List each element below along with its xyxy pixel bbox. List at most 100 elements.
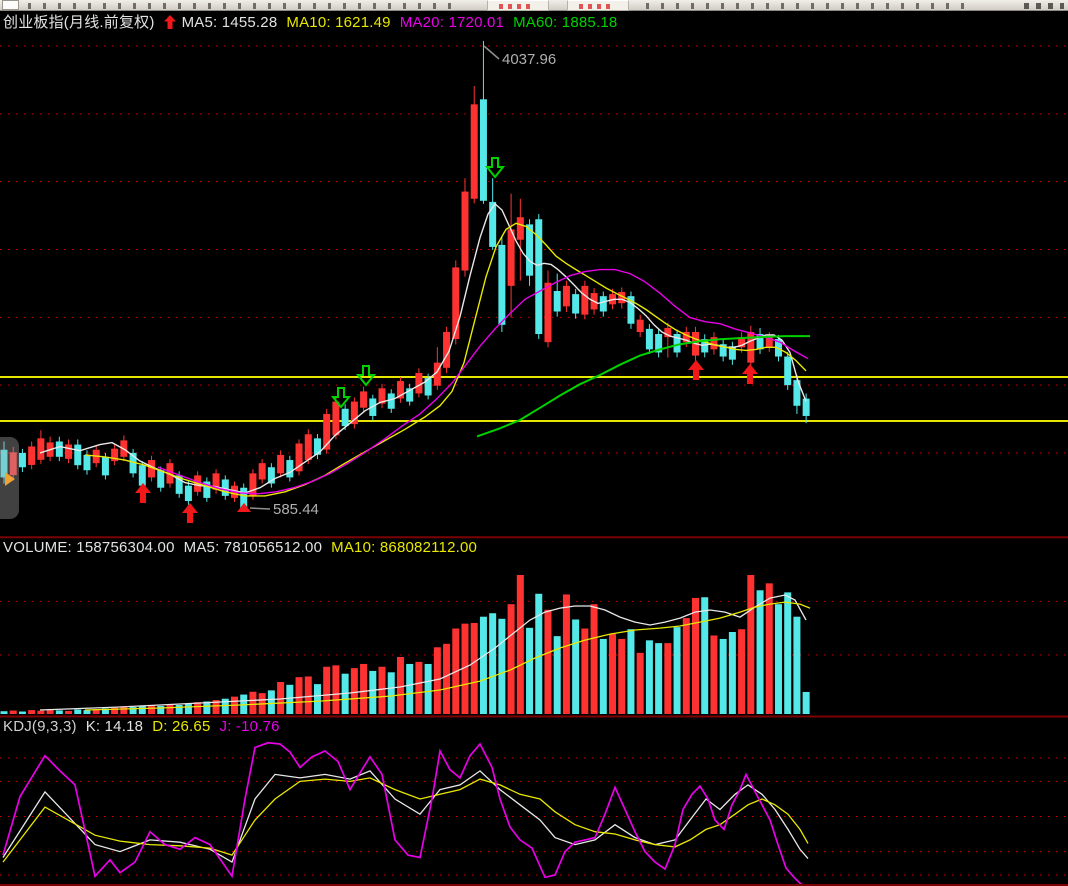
candle-body: [240, 487, 248, 509]
volume-bar: [774, 604, 782, 714]
scroll-arrow-icon: [5, 472, 15, 486]
volume-bar: [738, 629, 746, 714]
buy-signal-arrow-icon: [135, 483, 151, 503]
candle-body: [350, 401, 358, 425]
ma20-legend: MA20: 1720.01: [399, 14, 505, 31]
volume-bar: [129, 707, 137, 714]
candle-body: [489, 201, 497, 247]
kdj-j-line: [2, 741, 805, 886]
volume-bar: [18, 711, 26, 714]
kdj-d-line: [2, 777, 809, 863]
volume-bar: [599, 638, 607, 714]
price-ma10-line: [84, 222, 807, 497]
candle-body: [313, 438, 321, 455]
toolbar-icon[interactable]: [2, 0, 19, 10]
candle-body: [175, 475, 183, 494]
volume-bar: [55, 710, 63, 714]
toolbar-quote-button-2[interactable]: [567, 0, 629, 11]
volume-bar: [664, 643, 672, 714]
volume-bar: [350, 668, 358, 714]
candle-body: [470, 104, 478, 199]
volume-bar: [479, 616, 487, 714]
volume-bar: [526, 627, 534, 714]
volume-bar: [28, 710, 36, 714]
volume-bar: [37, 710, 45, 714]
volume-bar: [120, 706, 128, 714]
candle-body: [65, 444, 73, 459]
candle-body: [507, 229, 515, 286]
candle-body: [673, 334, 681, 353]
candle-body: [627, 296, 635, 324]
volume-bar: [535, 593, 543, 714]
candle-body: [406, 388, 414, 402]
volume-bar: [590, 604, 598, 714]
volume-bar: [360, 663, 368, 714]
volume-bar: [406, 663, 414, 714]
candle-body: [221, 479, 229, 496]
candle-body: [387, 393, 395, 409]
volume-bar: [581, 628, 589, 714]
toolbar-window-controls[interactable]: [1024, 3, 1064, 9]
toolbar-clipped-menu-text: [28, 3, 458, 9]
buy-signal-arrow-icon: [742, 364, 758, 384]
candle-body: [636, 319, 644, 332]
volume-bar: [701, 597, 709, 714]
candle-body: [212, 473, 220, 490]
candle-body: [719, 344, 727, 357]
candle-body: [360, 391, 368, 408]
candle-body: [516, 217, 524, 240]
volume-bar: [516, 575, 524, 714]
candle-body: [111, 448, 119, 462]
volume-bar: [157, 705, 165, 714]
candle-body: [157, 470, 165, 488]
volume-bar: [166, 704, 174, 714]
candle-body: [452, 267, 460, 340]
volume-bar: [655, 643, 663, 714]
candle-body: [18, 452, 26, 468]
buy-signal-arrow-icon: [688, 360, 704, 380]
candle-body: [461, 191, 469, 271]
volume-bar: [313, 684, 321, 714]
volume-bar: [92, 709, 100, 714]
volume-bar: [424, 663, 432, 714]
volume-bar: [470, 622, 478, 714]
candle-body: [535, 219, 543, 335]
kdj-d-value: D: 26.65: [152, 718, 211, 735]
sell-signal-arrow-icon: [355, 365, 377, 387]
candle-body: [341, 408, 349, 427]
volume-bar: [461, 623, 469, 714]
volume-bar: [378, 666, 386, 714]
top-toolbar[interactable]: [0, 0, 1068, 11]
candle-body: [37, 438, 45, 460]
volume-bar: [443, 643, 451, 714]
volume-bar: [433, 647, 441, 714]
volume-bar: [793, 616, 801, 714]
volume-bar: [673, 627, 681, 714]
toolbar-quote-button-1[interactable]: [487, 0, 549, 11]
candle-body: [728, 346, 736, 360]
quote-red-text: [579, 4, 615, 9]
candle-body: [562, 285, 570, 307]
volume-bar: [101, 708, 109, 714]
volume-bar: [277, 682, 285, 714]
candle-body: [498, 244, 506, 325]
volume-bar: [618, 638, 626, 714]
volume-bar: [784, 592, 792, 714]
volume-bar: [65, 710, 73, 714]
sell-signal-arrow-icon: [484, 157, 506, 179]
volume-bar: [332, 665, 340, 714]
volume-bar: [682, 618, 690, 714]
candle-body: [618, 291, 626, 304]
candle-body: [802, 398, 810, 416]
candle-body: [138, 465, 146, 486]
kdj-k-value: K: 14.18: [85, 718, 144, 735]
symbol-title: 创业板指(月线.前复权): [3, 14, 155, 31]
candle-body: [258, 463, 266, 480]
candle-body: [129, 452, 137, 474]
volume-bar: [553, 636, 561, 714]
scroll-left-tab[interactable]: [0, 437, 19, 519]
candle-body: [645, 328, 653, 350]
volume-bar: [267, 690, 275, 714]
high-annotation: 4037.96: [502, 51, 556, 68]
